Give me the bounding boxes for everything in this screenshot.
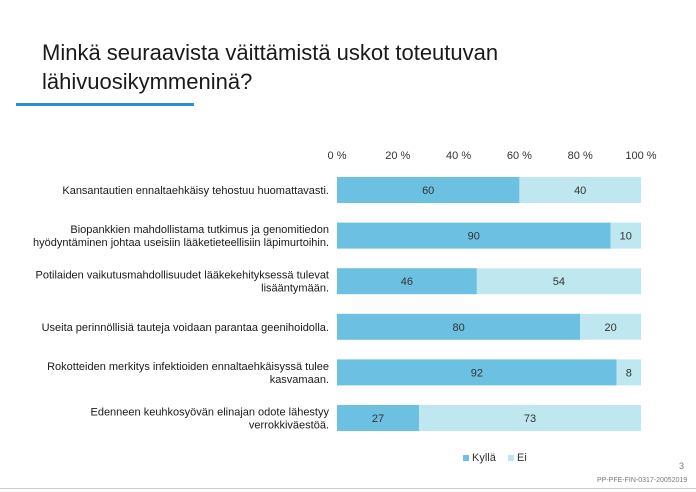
data-label: 40: [574, 185, 586, 197]
data-label: 92: [471, 367, 483, 379]
bar-segment-kylla: [337, 222, 611, 249]
bar-segment-ei: [476, 268, 641, 295]
legend-swatch: [463, 455, 469, 461]
legend-label: Kyllä: [472, 452, 497, 464]
bar-segment-ei: [610, 222, 641, 249]
data-label: 20: [604, 322, 616, 334]
x-tick-label: 80 %: [568, 150, 593, 162]
document-code: PP-PFE-FIN-0317-20052019: [597, 477, 688, 484]
category-label: lisääntymään.: [261, 283, 329, 295]
x-tick-label: 0 %: [328, 150, 347, 162]
data-label: 54: [553, 276, 565, 288]
page-number: 3: [679, 461, 685, 471]
data-label: 8: [626, 367, 632, 379]
footer-divider: [0, 488, 696, 489]
bar-segment-kylla: [337, 359, 617, 386]
bar-segment-ei: [616, 359, 641, 386]
category-label: Biopankkien mahdollistama tutkimus ja ge…: [70, 224, 329, 236]
data-label: 80: [452, 322, 464, 334]
category-label: kasvamaan.: [270, 374, 329, 386]
data-label: 27: [372, 413, 384, 425]
category-label: Useita perinnöllisiä tauteja voidaan par…: [42, 322, 329, 334]
data-label: 46: [401, 276, 413, 288]
bar-segment-ei: [580, 313, 641, 340]
category-label: Potilaiden vaikutusmahdollisuudet lääkek…: [35, 270, 329, 282]
data-label: 60: [422, 185, 434, 197]
title-accent-rule: [16, 103, 194, 106]
data-label: 10: [620, 231, 632, 243]
x-tick-label: 40 %: [446, 150, 471, 162]
bar-segment-ei: [419, 405, 641, 431]
category-label: hyödyntäminen johtaa useisiin lääketiete…: [33, 237, 329, 249]
x-tick-label: 60 %: [507, 150, 532, 162]
legend-label: Ei: [517, 452, 527, 464]
data-label: 90: [468, 231, 480, 243]
category-label: Kansantautien ennaltaehkäisy tehostuu hu…: [62, 185, 329, 197]
bar-segment-kylla: [337, 313, 581, 340]
bar-segment-ei: [519, 177, 641, 203]
x-tick-label: 20 %: [385, 150, 410, 162]
bar-segment-kylla: [337, 268, 477, 295]
category-label: Edenneen keuhkosyövän elinajan odote läh…: [90, 407, 329, 419]
legend-swatch: [508, 455, 514, 461]
bar-segment-kylla: [337, 177, 520, 203]
category-label: Rokotteiden merkitys infektioiden ennalt…: [47, 361, 329, 373]
category-label: verrokkiväestöä.: [249, 420, 329, 432]
x-tick-label: 100 %: [625, 150, 656, 162]
bar-segment-kylla: [337, 405, 420, 431]
data-label: 73: [524, 413, 536, 425]
slide-title: Minkä seuraavista väittämistä uskot tote…: [42, 40, 499, 94]
